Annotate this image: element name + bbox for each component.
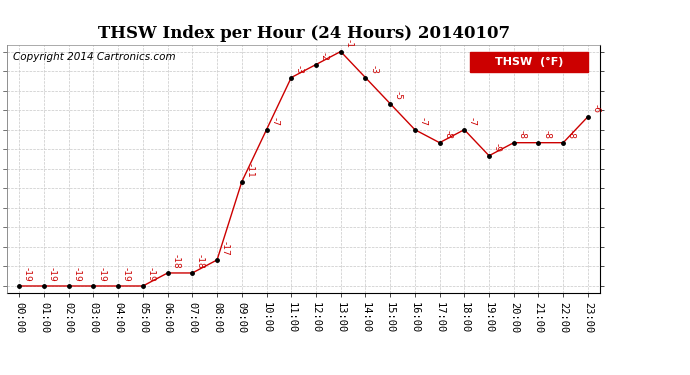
Text: -7: -7 xyxy=(270,117,279,126)
Text: -8: -8 xyxy=(542,130,551,139)
Text: -6: -6 xyxy=(591,104,601,113)
Text: -19: -19 xyxy=(146,267,156,282)
Text: -19: -19 xyxy=(23,267,32,282)
Text: -11: -11 xyxy=(246,163,255,178)
Text: Copyright 2014 Cartronics.com: Copyright 2014 Cartronics.com xyxy=(13,53,175,62)
Text: -8: -8 xyxy=(443,130,453,139)
Text: -2: -2 xyxy=(319,52,328,61)
Text: -3: -3 xyxy=(295,64,304,74)
Text: -7: -7 xyxy=(419,117,428,126)
Text: -19: -19 xyxy=(97,267,106,282)
Text: -19: -19 xyxy=(48,267,57,282)
Text: -17: -17 xyxy=(221,241,230,256)
Text: -9: -9 xyxy=(493,143,502,152)
Text: -7: -7 xyxy=(468,117,477,126)
Text: -8: -8 xyxy=(567,130,576,139)
Text: THSW  (°F): THSW (°F) xyxy=(495,57,563,68)
Text: -19: -19 xyxy=(72,267,81,282)
Text: -1: -1 xyxy=(344,39,353,48)
FancyBboxPatch shape xyxy=(470,53,589,72)
Text: -8: -8 xyxy=(518,130,526,139)
Text: -3: -3 xyxy=(369,64,378,74)
Text: -18: -18 xyxy=(196,254,205,269)
Title: THSW Index per Hour (24 Hours) 20140107: THSW Index per Hour (24 Hours) 20140107 xyxy=(97,25,510,42)
Text: -19: -19 xyxy=(122,267,131,282)
Text: -5: -5 xyxy=(394,91,403,100)
Text: -18: -18 xyxy=(171,254,180,269)
